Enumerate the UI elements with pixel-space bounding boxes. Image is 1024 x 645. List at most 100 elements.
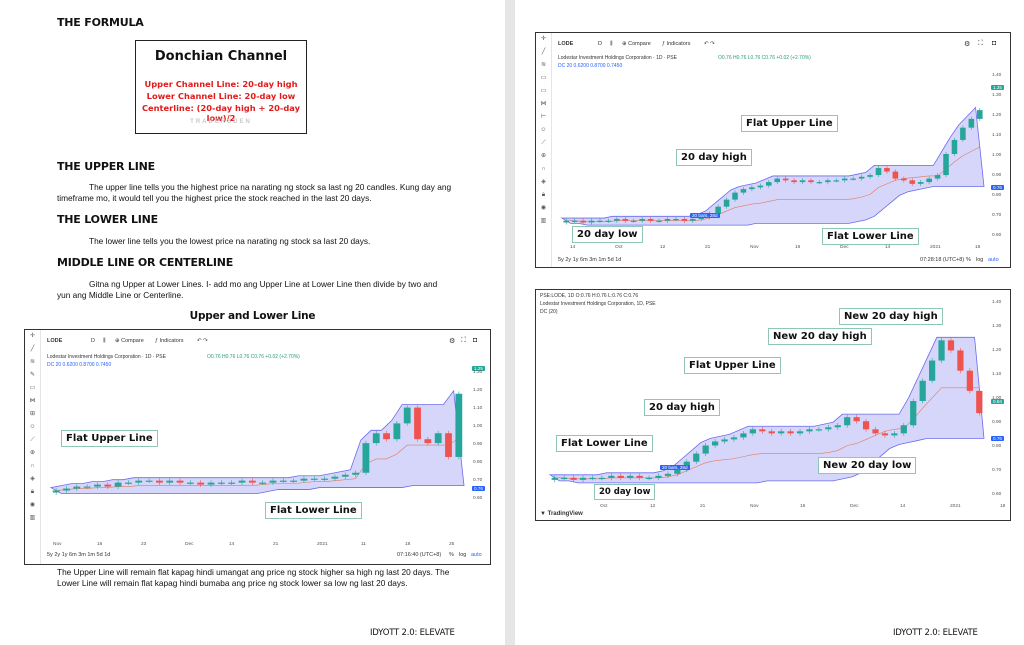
candle	[656, 218, 662, 223]
trendline-icon[interactable]: ╱	[541, 49, 546, 55]
log-toggle[interactable]: log	[976, 257, 984, 263]
measure-icon[interactable]: ⊞	[29, 411, 36, 417]
camera-icon[interactable]: ◘	[992, 40, 997, 47]
timeframe-bar[interactable]: 5y 2y 1y 6m 3m 1m 5d 1d	[558, 257, 622, 263]
y-tick-label: 0.70	[473, 478, 483, 483]
y-tick-label: 0.90	[992, 173, 1002, 178]
magnet-icon[interactable]: ∩	[30, 463, 35, 469]
log-toggle[interactable]: log	[459, 552, 467, 558]
crosshair-icon[interactable]: ✛	[540, 36, 547, 42]
y-tick-label: 1.00	[992, 153, 1002, 158]
zoom-icon[interactable]: ⊕	[540, 153, 547, 159]
candle	[636, 473, 643, 481]
x-tick-label: 2021	[950, 504, 961, 509]
interval[interactable]: D	[598, 41, 602, 47]
donchian-centerline	[554, 387, 980, 480]
x-tick-label: 2021	[930, 245, 941, 250]
auto-toggle[interactable]: auto	[988, 257, 999, 263]
settings-icon[interactable]: ⚙	[449, 338, 456, 345]
emoji-icon[interactable]: ☺	[540, 127, 547, 133]
page-2: ✛ ╱ ≋ ▭ ▭ ⋈ ⊢ ☺ ⟋ ⊕ ∩ ◈ 🔒︎ ◉ ▥ LODE D ⫼ ⊕ Compare ƒ In…	[515, 0, 1024, 645]
candle	[238, 478, 246, 485]
candle	[563, 218, 570, 225]
ruler-icon[interactable]: ⟋	[541, 140, 546, 146]
lock-draw-icon[interactable]: ◈	[30, 476, 35, 482]
candle	[561, 475, 568, 481]
candle	[853, 414, 860, 424]
fib-icon[interactable]: ≋	[29, 359, 36, 365]
emoji-icon[interactable]: ☺	[29, 424, 36, 430]
pattern-icon[interactable]: ⋈	[29, 398, 36, 404]
fib-icon[interactable]: ≋	[540, 62, 547, 68]
lock-draw-icon[interactable]: ◈	[541, 179, 546, 185]
bars-range-tag: 20 bars, 28d	[660, 465, 690, 470]
candle	[627, 473, 634, 481]
chart-2: ✛ ╱ ≋ ▭ ▭ ⋈ ⊢ ☺ ⟋ ⊕ ∩ ◈ 🔒︎ ◉ ▥ LODE D ⫼ ⊕ Compare ƒ In…	[535, 32, 1011, 268]
candle	[757, 183, 764, 190]
candle	[207, 480, 215, 487]
text-icon[interactable]: ▭	[29, 385, 36, 391]
compare-button[interactable]: ⊕ Compare	[115, 338, 144, 344]
candle	[166, 478, 174, 485]
rect-icon[interactable]: ▭	[540, 75, 547, 81]
y-tick-label: 1.20	[473, 388, 483, 393]
chart-1-plot[interactable]	[41, 366, 470, 540]
percent-toggle[interactable]: %	[966, 257, 971, 263]
crosshair-icon[interactable]: ✛	[29, 333, 36, 339]
pattern-icon[interactable]: ⋈	[540, 101, 547, 107]
candle	[228, 480, 236, 485]
callout-new-high-2: New 20 day high	[768, 328, 872, 345]
trash-icon[interactable]: ▥	[29, 515, 36, 521]
eye-icon[interactable]: ◉	[540, 205, 547, 211]
fullscreen-icon[interactable]: ⛶	[978, 40, 983, 47]
candle	[605, 218, 612, 223]
timeframe-bar[interactable]: 5y 2y 1y 6m 3m 1m 5d 1d	[47, 552, 111, 558]
percent-toggle[interactable]: %	[449, 552, 454, 558]
lock-icon[interactable]: 🔒︎	[541, 192, 546, 198]
lock-icon[interactable]: 🔒︎	[30, 489, 35, 495]
text-icon[interactable]: ▭	[540, 88, 547, 94]
candle	[702, 443, 709, 457]
candle	[875, 165, 882, 178]
camera-icon[interactable]: ◘	[473, 337, 478, 344]
brush-icon[interactable]: ✎	[29, 372, 36, 378]
settings-icon[interactable]: ⚙	[964, 41, 971, 48]
auto-toggle[interactable]: auto	[471, 552, 482, 558]
x-tick-label: Oct	[615, 245, 623, 250]
candle-style-icon[interactable]: ⫼	[103, 338, 106, 344]
magnet-icon[interactable]: ∩	[541, 166, 546, 172]
tv-icon: ▼	[540, 511, 548, 517]
clock: 07:16:40 (UTC+8)	[397, 552, 442, 558]
undo-icon[interactable]: ↶ ↷	[704, 41, 715, 47]
compare-button[interactable]: ⊕ Compare	[622, 41, 651, 47]
measure-icon[interactable]: ⊢	[540, 114, 547, 120]
eye-icon[interactable]: ◉	[29, 502, 36, 508]
symbol[interactable]: LODE	[47, 338, 63, 344]
trash-icon[interactable]: ▥	[540, 218, 547, 224]
candle	[341, 472, 349, 480]
candle	[614, 216, 620, 223]
candle	[768, 428, 775, 436]
candle	[681, 216, 688, 223]
symbol[interactable]: LODE	[558, 41, 574, 47]
ruler-icon[interactable]: ⟋	[30, 437, 35, 443]
callout-flat-upper: Flat Upper Line	[741, 115, 838, 132]
candle	[372, 430, 380, 446]
undo-icon[interactable]: ↶ ↷	[197, 338, 208, 344]
zoom-icon[interactable]: ⊕	[29, 450, 36, 456]
y-tick-label: 0.80	[473, 460, 483, 465]
indicators-button[interactable]: ƒ Indicators	[155, 338, 184, 344]
candle	[862, 418, 870, 432]
trendline-icon[interactable]: ╱	[30, 346, 35, 352]
x-tick-label: 21	[273, 542, 279, 547]
candle-style-icon[interactable]: ⫼	[610, 41, 613, 47]
interval[interactable]: D	[91, 338, 95, 344]
fullscreen-icon[interactable]: ⛶	[461, 337, 466, 344]
candle	[796, 428, 804, 436]
candle	[872, 426, 879, 436]
candle	[765, 179, 772, 188]
clock: 07:28:18 (UTC+8)	[920, 257, 965, 263]
chart-2-plot[interactable]	[552, 69, 990, 241]
candle	[808, 178, 814, 185]
indicators-button[interactable]: ƒ Indicators	[662, 41, 691, 47]
